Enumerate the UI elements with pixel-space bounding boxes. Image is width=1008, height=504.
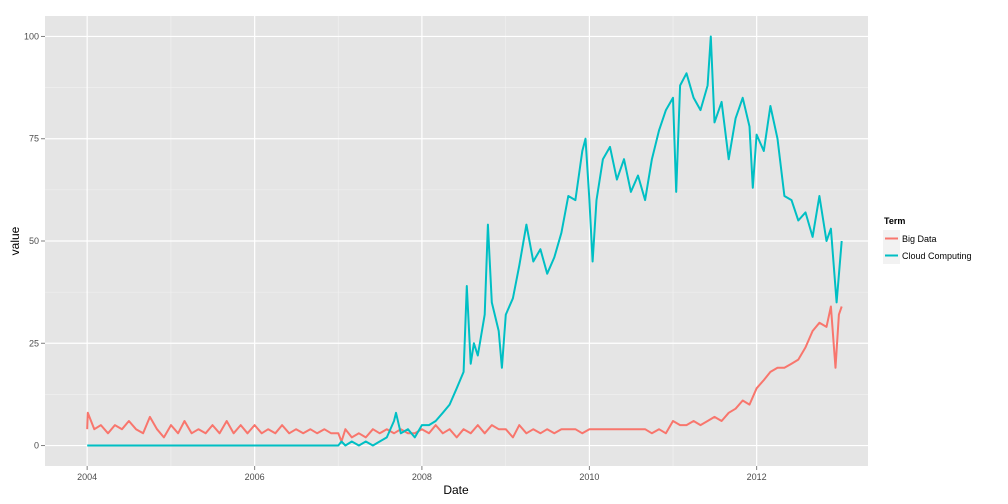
x-axis: 2004 2006 2008 2010 2012: [77, 466, 767, 482]
legend-item-cloud-computing: Cloud Computing: [883, 247, 972, 264]
series-line-cloud-computing: [87, 35, 843, 447]
grid-minor: [45, 16, 868, 466]
y-tick-label: 0: [34, 441, 39, 451]
x-tick-label: 2010: [579, 472, 599, 482]
legend-item-big-data: Big Data: [883, 230, 937, 247]
legend: Term Big Data Cloud Computing: [883, 216, 972, 264]
series-lines: [86, 35, 843, 447]
y-tick-label: 25: [29, 338, 39, 348]
x-tick-label: 2004: [77, 472, 97, 482]
x-tick-label: 2006: [245, 472, 265, 482]
x-axis-title: Date: [443, 483, 469, 497]
legend-label-big-data: Big Data: [902, 234, 937, 244]
legend-label-cloud-computing: Cloud Computing: [902, 251, 972, 261]
x-tick-label: 2012: [747, 472, 767, 482]
legend-title: Term: [884, 216, 905, 226]
series-line-big-data: [86, 305, 843, 443]
y-tick-label: 75: [29, 134, 39, 144]
y-axis: 0 25 50 75 100: [24, 31, 45, 451]
x-tick-label: 2008: [412, 472, 432, 482]
y-tick-label: 50: [29, 236, 39, 246]
y-tick-label: 100: [24, 31, 39, 41]
y-axis-title: value: [8, 226, 22, 255]
